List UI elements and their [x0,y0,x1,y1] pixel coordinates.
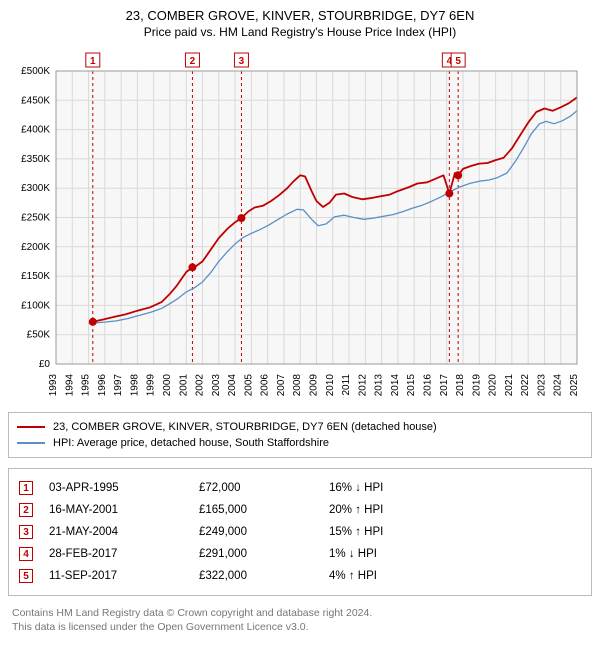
svg-text:1994: 1994 [64,374,75,397]
price-chart: £0 £50K £100K £150K £200K £250K £300K £350K £400… [8,47,592,402]
svg-text:1997: 1997 [113,374,124,397]
svg-text:2001: 2001 [178,374,189,397]
chart-svg: £0 £50K £100K £150K £200K £250K £300K £350K £400… [8,47,583,402]
title-address: 23, COMBER GROVE, KINVER, STOURBRIDGE, D… [8,8,592,23]
svg-text:2009: 2009 [309,374,320,397]
legend: 23, COMBER GROVE, KINVER, STOURBRIDGE, D… [8,412,592,458]
svg-text:2003: 2003 [211,374,222,397]
sale-marker: 1 [19,481,33,495]
svg-text:2018: 2018 [455,374,466,397]
svg-text:2007: 2007 [276,374,287,397]
sale-row: 3 21-MAY-2004£249,00015% ↑ HPI [19,521,581,543]
sale-marker: 5 [19,569,33,583]
sale-price: £72,000 [199,482,329,494]
svg-text:1998: 1998 [129,374,140,397]
svg-text:2021: 2021 [504,374,515,397]
svg-text:2017: 2017 [439,374,450,397]
svg-text:2008: 2008 [292,374,303,397]
svg-text:£250K: £250K [21,213,50,224]
legend-row: 23, COMBER GROVE, KINVER, STOURBRIDGE, D… [17,419,583,435]
svg-text:£350K: £350K [21,154,50,165]
svg-text:2012: 2012 [357,374,368,397]
footer-attribution: Contains HM Land Registry data © Crown c… [8,606,592,634]
svg-text:2: 2 [190,56,196,67]
svg-text:£300K: £300K [21,183,50,194]
legend-swatch [17,442,45,444]
sale-row: 2 16-MAY-2001£165,00020% ↑ HPI [19,499,581,521]
legend-swatch [17,426,45,428]
svg-text:£200K: £200K [21,242,50,253]
svg-text:5: 5 [455,56,461,67]
svg-text:2006: 2006 [260,374,271,397]
sale-row: 4 28-FEB-2017£291,0001% ↓ HPI [19,543,581,565]
svg-text:2002: 2002 [195,374,206,397]
footer-line1: Contains HM Land Registry data © Crown c… [12,606,592,620]
svg-text:2020: 2020 [488,374,499,397]
svg-text:2011: 2011 [341,374,352,396]
svg-text:£450K: £450K [21,95,50,106]
svg-text:2014: 2014 [390,374,401,397]
svg-text:2023: 2023 [536,374,547,397]
legend-label: 23, COMBER GROVE, KINVER, STOURBRIDGE, D… [53,421,437,433]
sales-table: 1 03-APR-1995£72,00016% ↓ HPI 2 16-MAY-2001… [8,468,592,596]
svg-text:1993: 1993 [48,374,59,397]
title-subtitle: Price paid vs. HM Land Registry's House … [8,25,592,39]
svg-text:2004: 2004 [227,374,238,397]
sale-diff: 20% ↑ HPI [329,504,429,516]
legend-row: HPI: Average price, detached house, Sout… [17,435,583,451]
svg-text:2005: 2005 [243,374,254,397]
svg-text:1995: 1995 [81,374,92,397]
sale-row: 5 11-SEP-2017£322,0004% ↑ HPI [19,565,581,587]
svg-text:2016: 2016 [422,374,433,397]
sale-date: 21-MAY-2004 [49,526,199,538]
svg-text:1: 1 [90,56,96,67]
chart-title-block: 23, COMBER GROVE, KINVER, STOURBRIDGE, D… [8,8,592,39]
svg-text:2022: 2022 [520,374,531,397]
svg-text:2025: 2025 [569,374,580,397]
sale-date: 16-MAY-2001 [49,504,199,516]
svg-text:1996: 1996 [97,374,108,397]
svg-text:£400K: £400K [21,125,50,136]
sale-diff: 1% ↓ HPI [329,548,429,560]
sale-price: £249,000 [199,526,329,538]
sale-marker: 2 [19,503,33,517]
legend-label: HPI: Average price, detached house, Sout… [53,437,329,449]
sale-diff: 4% ↑ HPI [329,570,429,582]
svg-text:£500K: £500K [21,66,50,77]
svg-text:£150K: £150K [21,271,50,282]
svg-text:2024: 2024 [553,374,564,397]
sale-row: 1 03-APR-1995£72,00016% ↓ HPI [19,477,581,499]
sale-date: 11-SEP-2017 [49,570,199,582]
sale-date: 28-FEB-2017 [49,548,199,560]
sale-date: 03-APR-1995 [49,482,199,494]
sale-price: £291,000 [199,548,329,560]
svg-text:£0: £0 [39,359,51,370]
svg-text:2015: 2015 [406,374,417,397]
sale-price: £165,000 [199,504,329,516]
footer-line2: This data is licensed under the Open Gov… [12,620,592,634]
svg-text:1999: 1999 [146,374,157,397]
sale-marker: 4 [19,547,33,561]
svg-text:2019: 2019 [471,374,482,397]
svg-text:3: 3 [239,56,245,67]
svg-text:2010: 2010 [325,374,336,397]
svg-text:2000: 2000 [162,374,173,397]
svg-text:2013: 2013 [374,374,385,397]
sale-diff: 16% ↓ HPI [329,482,429,494]
svg-text:£50K: £50K [27,330,51,341]
sale-diff: 15% ↑ HPI [329,526,429,538]
sale-price: £322,000 [199,570,329,582]
sale-marker: 3 [19,525,33,539]
svg-text:£100K: £100K [21,300,50,311]
